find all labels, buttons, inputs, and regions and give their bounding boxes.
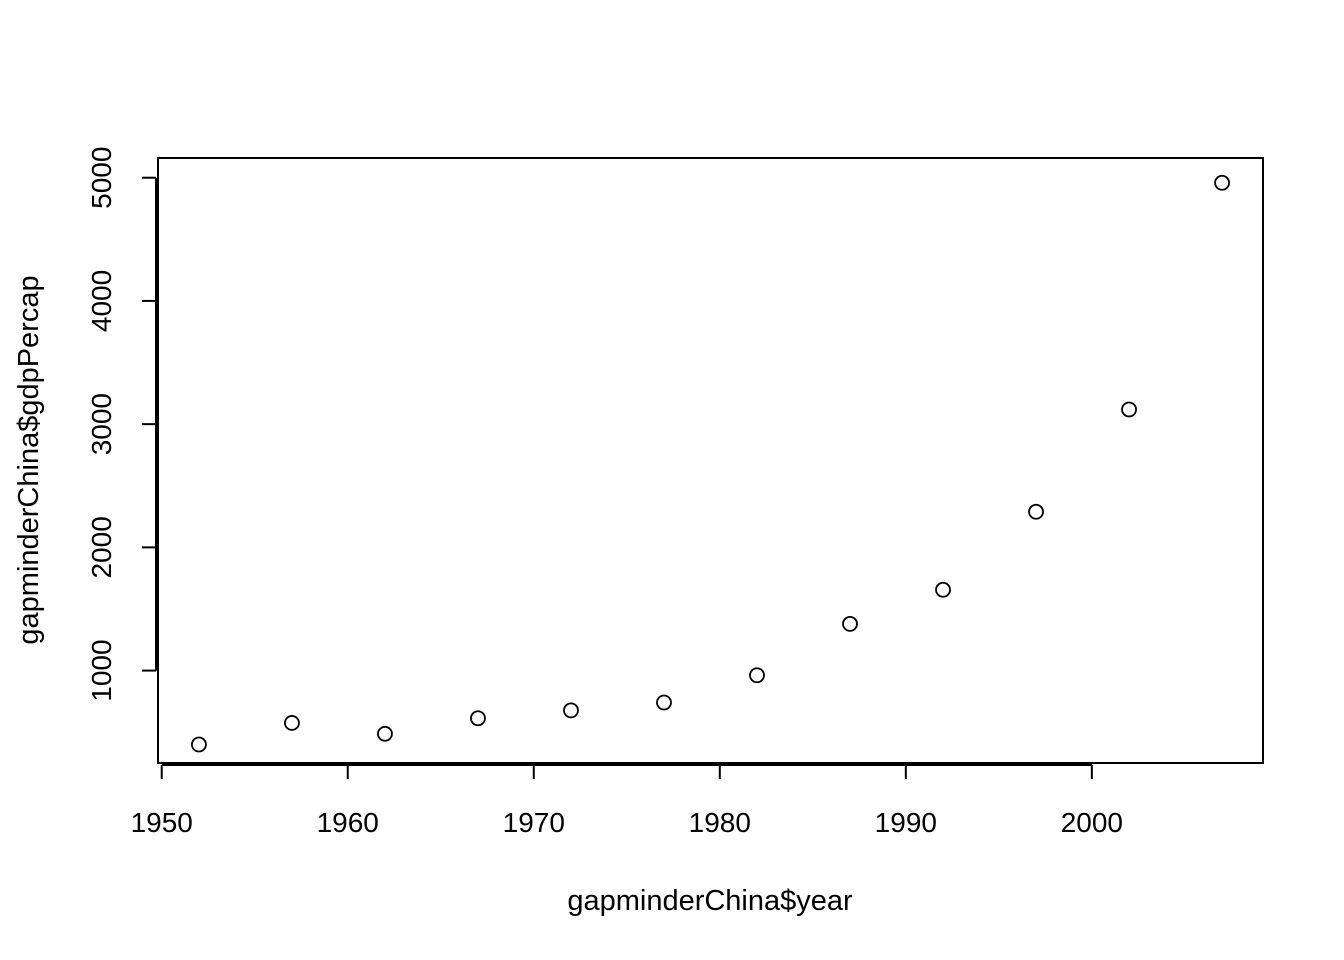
y-tick-label: 5000 <box>86 147 117 209</box>
data-points <box>191 174 1230 753</box>
y-axis-title: gapminderChina$gdpPercap <box>13 275 45 644</box>
data-point <box>191 736 207 753</box>
data-point <box>377 725 393 742</box>
data-point <box>1121 401 1137 418</box>
data-point <box>1028 503 1044 520</box>
y-axis: 1000 2000 3000 4000 5000 <box>86 147 157 702</box>
data-point <box>656 694 672 711</box>
data-point <box>842 615 858 632</box>
x-tick-label: 2000 <box>1061 807 1123 838</box>
y-tick-label: 2000 <box>86 516 117 578</box>
x-tick-label: 1970 <box>503 807 565 838</box>
x-tick-label: 1950 <box>131 807 193 838</box>
x-axis-title: gapminderChina$year <box>567 885 853 917</box>
plot-box <box>157 157 1264 764</box>
x-axis: 1950 1960 1970 1980 1990 2000 <box>131 764 1123 838</box>
x-tick-label: 1980 <box>689 807 751 838</box>
x-tick-label: 1990 <box>875 807 937 838</box>
data-point <box>935 581 951 598</box>
data-point <box>284 715 300 731</box>
y-tick-label: 4000 <box>86 270 117 332</box>
data-point <box>1214 174 1230 191</box>
data-point <box>749 667 765 684</box>
y-tick-label: 1000 <box>86 639 117 701</box>
data-point <box>563 702 579 719</box>
y-tick-label: 3000 <box>86 393 117 455</box>
x-tick-label: 1960 <box>317 807 379 838</box>
data-point <box>470 710 486 727</box>
